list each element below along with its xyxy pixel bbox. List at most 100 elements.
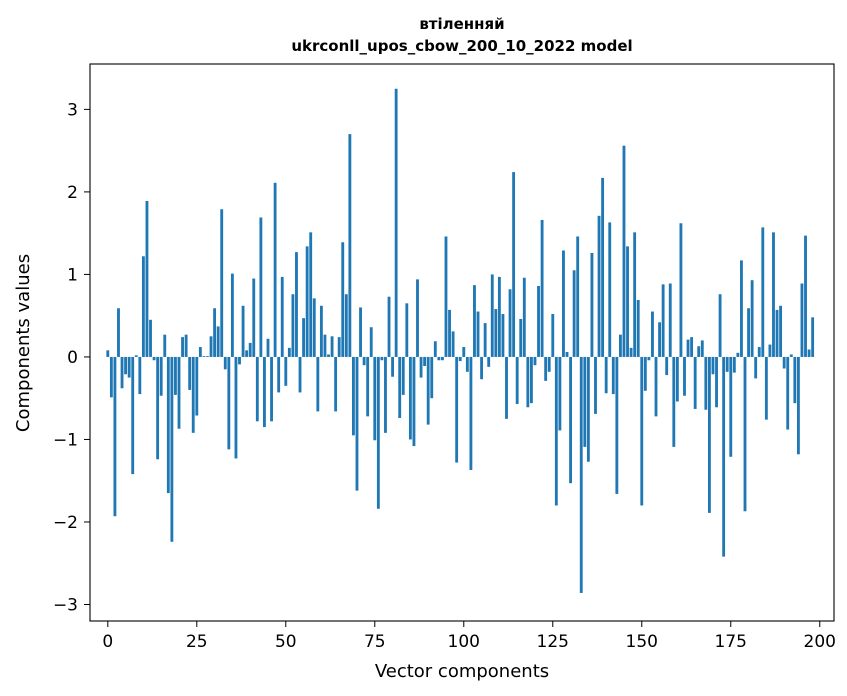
x-tick-label: 75 (364, 632, 386, 652)
bar-197 (807, 349, 811, 357)
bar-134 (583, 356, 587, 447)
bar-44 (263, 356, 266, 428)
bar-77 (380, 356, 384, 361)
bar-4 (120, 356, 124, 389)
bar-175 (729, 356, 733, 457)
bar-35 (230, 273, 234, 357)
bar-112 (505, 356, 508, 419)
bar-192 (789, 354, 793, 357)
bar-136 (590, 252, 594, 357)
bar-99 (458, 356, 462, 362)
bar-21 (181, 337, 184, 357)
bar-190 (782, 356, 786, 369)
bar-107 (487, 356, 491, 367)
bar-189 (779, 305, 783, 357)
bar-172 (718, 294, 722, 357)
bar-8 (134, 355, 138, 357)
x-axis-label: Vector components (375, 661, 549, 682)
bar-128 (562, 250, 565, 357)
y-tick-label: −2 (53, 513, 78, 533)
bar-132 (576, 236, 580, 357)
bar-7 (131, 356, 135, 475)
bar-18 (170, 356, 174, 542)
bar-125 (551, 314, 555, 357)
bar-0 (106, 350, 110, 357)
bar-158 (668, 283, 672, 357)
x-tick-label: 0 (102, 632, 113, 652)
bar-164 (690, 337, 694, 357)
bar-165 (693, 356, 697, 409)
x-tick-label: 125 (537, 632, 569, 652)
bar-60 (319, 305, 323, 357)
x-tick-label: 175 (715, 632, 747, 652)
bar-76 (376, 356, 380, 509)
bar-69 (352, 356, 355, 436)
bar-100 (462, 347, 466, 357)
bar-48 (277, 356, 281, 393)
bar-149 (636, 300, 640, 357)
bar-166 (697, 346, 701, 357)
bars-group (106, 88, 815, 593)
bar-154 (654, 356, 658, 417)
bar-131 (572, 270, 576, 357)
bar-84 (405, 303, 409, 357)
x-tick-label: 100 (448, 632, 480, 652)
bar-38 (241, 305, 245, 357)
bar-98 (455, 356, 459, 463)
bar-80 (391, 356, 395, 377)
bar-133 (579, 356, 583, 593)
bar-22 (184, 334, 188, 357)
bar-129 (565, 351, 569, 357)
bar-88 (419, 356, 423, 378)
bar-91 (430, 356, 434, 399)
bar-187 (772, 232, 775, 357)
y-tick-label: 3 (67, 100, 78, 120)
bar-179 (743, 356, 747, 512)
bar-146 (626, 246, 629, 357)
bar-45 (266, 338, 270, 357)
bar-61 (323, 334, 327, 357)
bar-20 (177, 356, 181, 429)
chart-title-line-1: втіленняй (419, 15, 504, 33)
bar-135 (586, 356, 590, 462)
bar-122 (540, 219, 544, 357)
bar-14 (156, 356, 160, 460)
bar-73 (366, 356, 370, 417)
bar-33 (223, 356, 227, 370)
bar-180 (747, 308, 750, 357)
bar-143 (615, 356, 619, 494)
bar-184 (761, 227, 765, 357)
bar-127 (558, 356, 562, 431)
bar-161 (679, 223, 683, 357)
bar-31 (216, 326, 220, 357)
bar-71 (359, 307, 362, 357)
x-tick-label: 200 (804, 632, 836, 652)
bar-105 (480, 356, 484, 380)
bar-5 (124, 356, 128, 375)
bar-170 (711, 356, 715, 375)
bar-36 (234, 356, 238, 459)
bar-109 (494, 309, 498, 357)
bar-25 (195, 356, 199, 416)
bar-163 (686, 339, 690, 357)
plot-frame (89, 63, 835, 622)
bar-193 (793, 356, 797, 404)
bar-173 (722, 356, 726, 557)
bar-101 (465, 356, 469, 372)
bar-56 (305, 246, 309, 357)
bar-54 (298, 356, 302, 393)
bar-177 (736, 352, 740, 357)
x-tick-label: 25 (186, 632, 208, 652)
bar-65 (337, 337, 341, 357)
bar-95 (444, 236, 448, 357)
bar-26 (198, 347, 202, 357)
bar-57 (309, 232, 313, 357)
bar-6 (127, 356, 131, 378)
bar-194 (796, 356, 800, 455)
bar-16 (163, 334, 167, 357)
bar-153 (651, 311, 654, 357)
bar-117 (522, 277, 526, 357)
bar-55 (302, 318, 306, 357)
bar-94 (440, 356, 444, 361)
